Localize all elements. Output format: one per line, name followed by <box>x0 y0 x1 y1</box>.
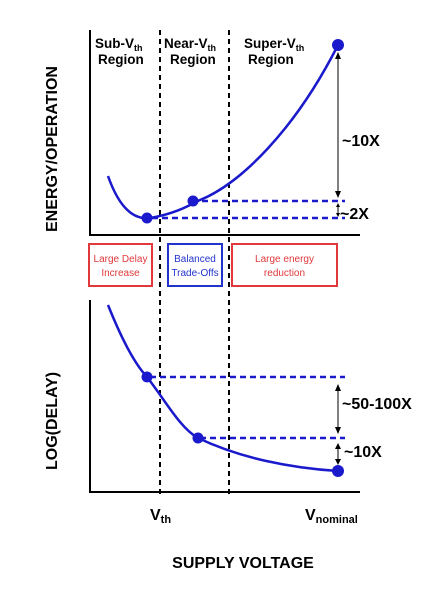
box-large-delay-increase <box>88 243 153 287</box>
xaxis-tick-vth: Vth <box>150 507 171 526</box>
xaxis-label: SUPPLY VOLTAGE <box>172 555 314 572</box>
delay-curve <box>106 304 339 473</box>
delay-point-nearvth <box>192 432 204 444</box>
arrowhead-down <box>335 427 341 434</box>
box-large-delay-increase-line2: Increase <box>101 268 140 279</box>
arrowhead-down <box>336 213 340 217</box>
region-label-super-vth: Super-Vth <box>244 36 304 53</box>
box-large-delay-increase-line1: Large Delay <box>94 254 148 265</box>
top-panel-axes <box>89 30 360 236</box>
box-large-energy-reduction <box>231 243 338 287</box>
arrowhead-up <box>336 203 340 207</box>
energy-point-nearvth <box>187 195 199 207</box>
arrowhead-down <box>335 191 341 198</box>
box-balanced-trade-offs <box>167 243 223 287</box>
bottom-panel-axes <box>89 300 360 493</box>
energy-annotation-10x: ~10X <box>342 133 380 150</box>
top-panel-ylabel: ENERGY/OPERATION <box>44 66 61 232</box>
arrowhead-up <box>335 384 341 391</box>
energy-annotation-2x: ~2X <box>340 206 369 223</box>
region-label-sub-vth: Sub-Vth <box>95 36 143 53</box>
region-label-super-vth-line2: Region <box>248 52 294 67</box>
bottom-panel-ylabel: LOG(DELAY) <box>44 372 61 470</box>
xaxis-tick-nominal: Vnominal <box>305 507 358 526</box>
delay-point-vth <box>141 371 153 383</box>
arrowhead-up <box>335 443 341 449</box>
box-large-energy-reduction-line2: reduction <box>264 268 305 279</box>
box-balanced-trade-offs-line2: Trade-Offs <box>171 268 218 279</box>
energy-point-nominal <box>332 39 344 51</box>
delay-annotation-10x: ~10X <box>344 444 382 461</box>
arrowhead-up <box>335 52 341 59</box>
box-large-energy-reduction-line1: Large energy <box>255 254 314 265</box>
energy-point-min <box>141 212 153 224</box>
arrowhead-down <box>335 459 341 465</box>
region-label-near-vth: Near-Vth <box>164 36 216 53</box>
delay-point-nominal <box>332 465 344 477</box>
region-label-sub-vth-line2: Region <box>98 52 144 67</box>
region-label-near-vth-line2: Region <box>170 52 216 67</box>
delay-annotation-50-100x: ~50-100X <box>342 396 412 413</box>
energy-curve <box>106 44 340 220</box>
box-balanced-trade-offs-line1: Balanced <box>174 254 216 265</box>
